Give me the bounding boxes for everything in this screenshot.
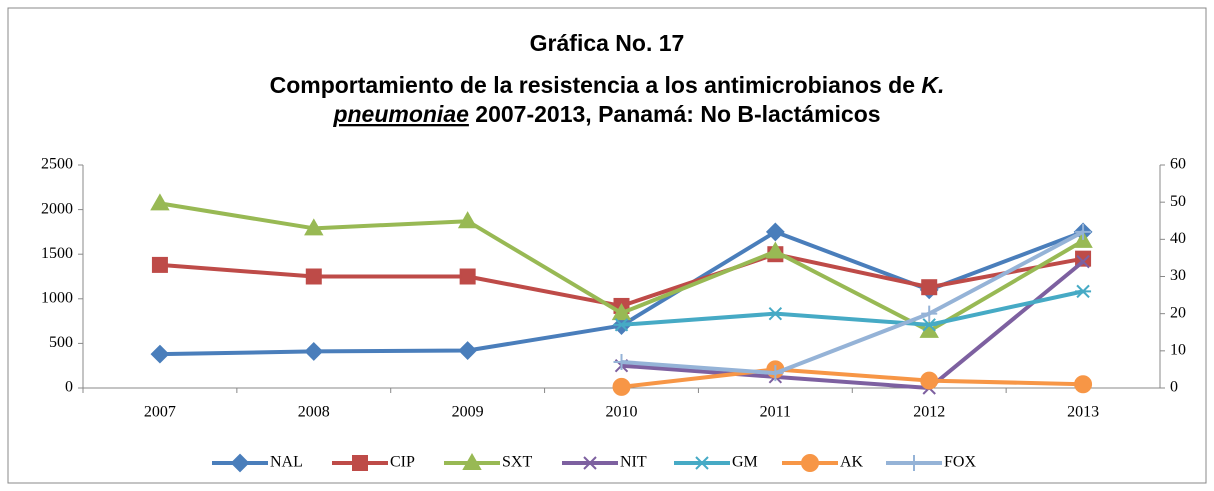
- legend-marker: [230, 453, 250, 473]
- data-point: [613, 353, 630, 370]
- data-point: [611, 303, 632, 321]
- data-point: [304, 218, 324, 236]
- title-text: K.: [921, 72, 944, 98]
- data-point: [613, 318, 630, 332]
- y-tick-label: 2000: [41, 200, 73, 217]
- y2-tick-label: 40: [1170, 230, 1186, 247]
- data-point: [612, 377, 631, 396]
- legend-label: GM: [732, 454, 758, 471]
- x-tick-label: 2012: [913, 404, 945, 421]
- data-point: [921, 305, 938, 322]
- series-line: [621, 289, 1084, 327]
- y2-tick-label: 50: [1170, 193, 1186, 210]
- legend-marker: [462, 452, 482, 470]
- data-point: [921, 318, 938, 332]
- data-point: [767, 365, 784, 382]
- x-tick-label: 2009: [452, 404, 484, 421]
- y-tick-label: 500: [49, 334, 73, 351]
- legend-label: NIT: [620, 454, 647, 471]
- legend-marker: [583, 456, 597, 470]
- x-tick-label: 2011: [760, 404, 791, 421]
- data-point: [458, 341, 478, 360]
- data-point: [150, 344, 170, 364]
- y2-tick-label: 0: [1170, 379, 1178, 396]
- data-point: [765, 241, 786, 259]
- chart-title: Comportamiento de la resistencia a los a…: [270, 72, 945, 98]
- data-point: [1075, 284, 1092, 299]
- data-point: [1074, 375, 1093, 394]
- legend-marker: [352, 455, 368, 471]
- data-point: [1075, 223, 1092, 240]
- legend-label: SXT: [502, 454, 532, 471]
- y2-tick-label: 30: [1170, 267, 1186, 284]
- legend-marker: [906, 455, 922, 471]
- y-tick-label: 1000: [41, 289, 73, 306]
- x-tick-label: 2013: [1067, 404, 1099, 421]
- x-tick-label: 2008: [298, 404, 330, 421]
- chart-border: [7, 7, 1207, 484]
- data-point: [304, 342, 324, 361]
- x-tick-label: 2010: [606, 404, 638, 421]
- y-tick-label: 1500: [41, 245, 73, 262]
- y2-tick-label: 60: [1170, 156, 1186, 173]
- data-point: [765, 222, 785, 242]
- data-point: [305, 268, 322, 285]
- legend-label: NAL: [270, 454, 303, 471]
- title-text: pneumoniae: [332, 101, 469, 127]
- data-point: [767, 306, 784, 321]
- y-tick-label: 0: [65, 379, 73, 396]
- data-point: [459, 268, 476, 285]
- legend-marker: [694, 456, 710, 470]
- chart-title: Gráfica No. 17: [530, 30, 685, 56]
- y2-tick-label: 20: [1170, 304, 1186, 321]
- data-point: [457, 211, 478, 229]
- data-point: [921, 279, 938, 296]
- series-line: [621, 230, 1085, 376]
- series-line: [621, 367, 1084, 389]
- series-line: [621, 260, 1085, 390]
- title-text: Comportamiento de la resistencia a los a…: [270, 72, 915, 98]
- data-point: [1076, 254, 1090, 269]
- legend-label: CIP: [390, 454, 415, 471]
- data-point: [150, 193, 170, 211]
- data-point: [151, 256, 168, 273]
- legend-label: AK: [840, 454, 864, 471]
- legend-label: FOX: [944, 454, 976, 471]
- y2-tick-label: 10: [1170, 342, 1186, 359]
- x-tick-label: 2007: [144, 404, 176, 421]
- title-text: 2007-2013, Panamá: No B-lactámicos: [475, 101, 880, 127]
- y-tick-label: 2500: [41, 156, 73, 173]
- legend-marker: [801, 454, 819, 472]
- chart-title: pneumoniae 2007-2013, Panamá: No B-lactá…: [332, 101, 880, 127]
- data-point: [920, 371, 939, 390]
